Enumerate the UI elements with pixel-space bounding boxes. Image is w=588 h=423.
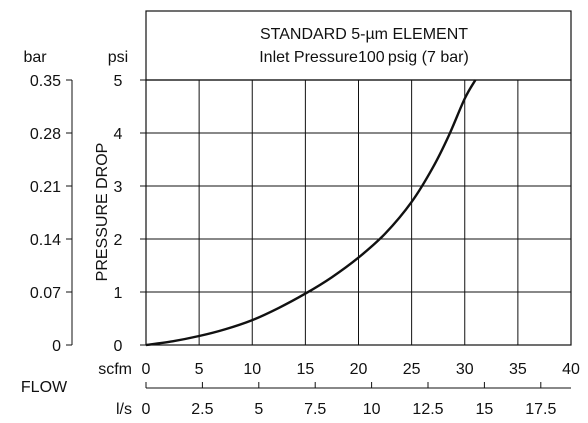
bar-tick-label: 0.07 xyxy=(30,285,61,302)
ls-tick-label: 7.5 xyxy=(304,401,326,418)
ls-tick-label: 12.5 xyxy=(412,401,443,418)
scfm-tick-label: 35 xyxy=(509,361,527,378)
scfm-axis: 0 5 10 15 20 25 30 35 40 xyxy=(142,361,580,378)
bar-tick-label: 0.28 xyxy=(30,126,61,143)
series-curve xyxy=(145,79,477,347)
bar-tick-label: 0.21 xyxy=(30,179,61,196)
psi-tick-label: 0 xyxy=(114,338,123,355)
chart-title: STANDARD 5-µm ELEMENT xyxy=(260,26,468,43)
psi-tick-label: 4 xyxy=(114,126,123,143)
y-axis-label: PRESSURE DROP xyxy=(94,143,111,282)
scfm-tick-label: 0 xyxy=(142,361,151,378)
scfm-tick-label: 5 xyxy=(195,361,204,378)
scfm-tick-label: 10 xyxy=(243,361,261,378)
ls-unit-label: l/s xyxy=(116,401,132,418)
ls-tick-label: 2.5 xyxy=(191,401,213,418)
psi-tick-label: 5 xyxy=(114,73,123,90)
plot-frame xyxy=(145,79,572,346)
scfm-tick-label: 15 xyxy=(296,361,314,378)
ls-tick-label: 5 xyxy=(254,401,263,418)
scfm-tick-label: 20 xyxy=(350,361,368,378)
bar-tick-label: 0 xyxy=(52,338,61,355)
bar-unit-label: bar xyxy=(23,49,47,66)
psi-tick-label: 2 xyxy=(114,232,123,249)
ls-tick-label: 17.5 xyxy=(525,401,556,418)
psi-axis: 0 1 2 3 4 5 xyxy=(114,73,146,355)
bar-tick-label: 0.14 xyxy=(30,232,61,249)
psi-unit-label: psi xyxy=(108,49,128,66)
psi-tick-label: 1 xyxy=(114,285,123,302)
ls-tick-label: 15 xyxy=(476,401,494,418)
title-box xyxy=(145,10,572,81)
grid xyxy=(145,79,572,346)
bar-tick-label: 0.35 xyxy=(30,73,61,90)
ls-tick-label: 0 xyxy=(142,401,151,418)
ls-axis: 0 2.5 5 7.5 10 12.5 15 17.5 xyxy=(142,382,556,418)
psi-tick-label: 3 xyxy=(114,179,123,196)
scfm-tick-label: 40 xyxy=(562,361,580,378)
scfm-tick-label: 30 xyxy=(456,361,474,378)
ls-tick-label: 10 xyxy=(363,401,381,418)
x-axis-label: FLOW xyxy=(21,379,68,396)
bar-axis: 0 0.07 0.14 0.21 0.28 0.35 xyxy=(30,73,72,355)
scfm-unit-label: scfm xyxy=(98,361,132,378)
scfm-tick-label: 25 xyxy=(403,361,421,378)
chart-subtitle: Inlet Pressure100 psig (7 bar) xyxy=(259,49,469,66)
